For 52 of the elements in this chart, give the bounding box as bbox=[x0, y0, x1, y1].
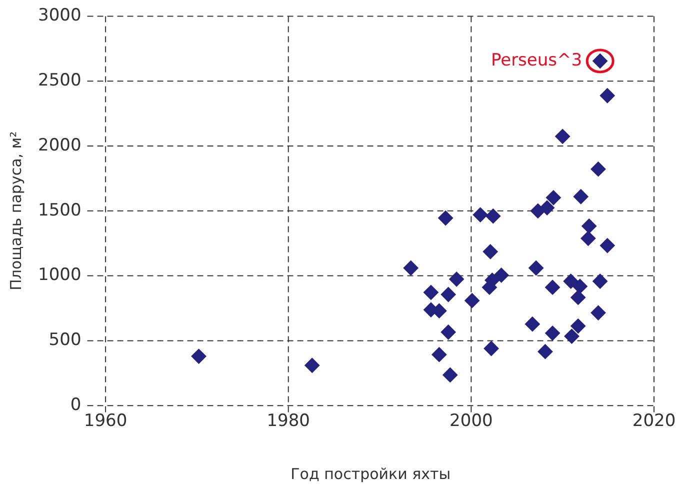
point bbox=[600, 88, 615, 104]
point bbox=[570, 318, 586, 334]
point bbox=[304, 358, 320, 373]
point bbox=[423, 284, 438, 300]
point bbox=[484, 340, 499, 356]
point bbox=[482, 244, 498, 260]
y-tick-label: 2000 bbox=[38, 135, 82, 156]
point bbox=[545, 280, 560, 295]
point bbox=[440, 324, 456, 340]
point bbox=[555, 128, 570, 144]
point bbox=[573, 189, 588, 204]
point bbox=[540, 200, 555, 216]
point bbox=[570, 290, 586, 305]
point bbox=[545, 326, 560, 341]
y-tick-label: 1000 bbox=[38, 265, 82, 286]
point bbox=[440, 286, 456, 302]
point bbox=[590, 305, 606, 320]
annotation: Perseus^3 bbox=[490, 50, 582, 70]
point bbox=[564, 328, 580, 344]
point bbox=[449, 272, 464, 287]
x-axis-title: Год постройки яхты bbox=[290, 464, 451, 483]
point bbox=[580, 230, 596, 246]
point bbox=[403, 260, 418, 276]
y-axis-title: Площадь паруса, м² bbox=[6, 131, 25, 290]
point bbox=[563, 274, 578, 289]
point bbox=[432, 347, 447, 362]
x-tick-label: 1960 bbox=[84, 411, 128, 432]
point bbox=[572, 278, 588, 294]
x-tick-label: 2000 bbox=[450, 411, 493, 432]
point bbox=[600, 238, 615, 254]
point bbox=[592, 274, 608, 289]
point bbox=[191, 348, 206, 364]
point bbox=[530, 203, 546, 218]
point bbox=[524, 316, 540, 332]
y-tick-label: 3000 bbox=[38, 6, 82, 26]
point bbox=[494, 268, 509, 283]
y-tick-label: 0 bbox=[70, 395, 82, 416]
point bbox=[486, 208, 501, 224]
point bbox=[464, 293, 480, 308]
point bbox=[590, 162, 606, 177]
y-tick-label: 500 bbox=[48, 330, 82, 350]
x-tick-label: 1980 bbox=[266, 411, 310, 432]
point bbox=[442, 367, 458, 382]
point bbox=[438, 210, 454, 226]
x-tick-label: 2020 bbox=[632, 411, 676, 432]
point bbox=[546, 190, 561, 206]
point bbox=[538, 344, 553, 360]
point bbox=[472, 207, 488, 222]
y-tick-label: 2500 bbox=[38, 70, 82, 91]
point bbox=[582, 218, 597, 234]
point bbox=[528, 260, 544, 276]
y-tick-label: 1500 bbox=[38, 200, 82, 220]
